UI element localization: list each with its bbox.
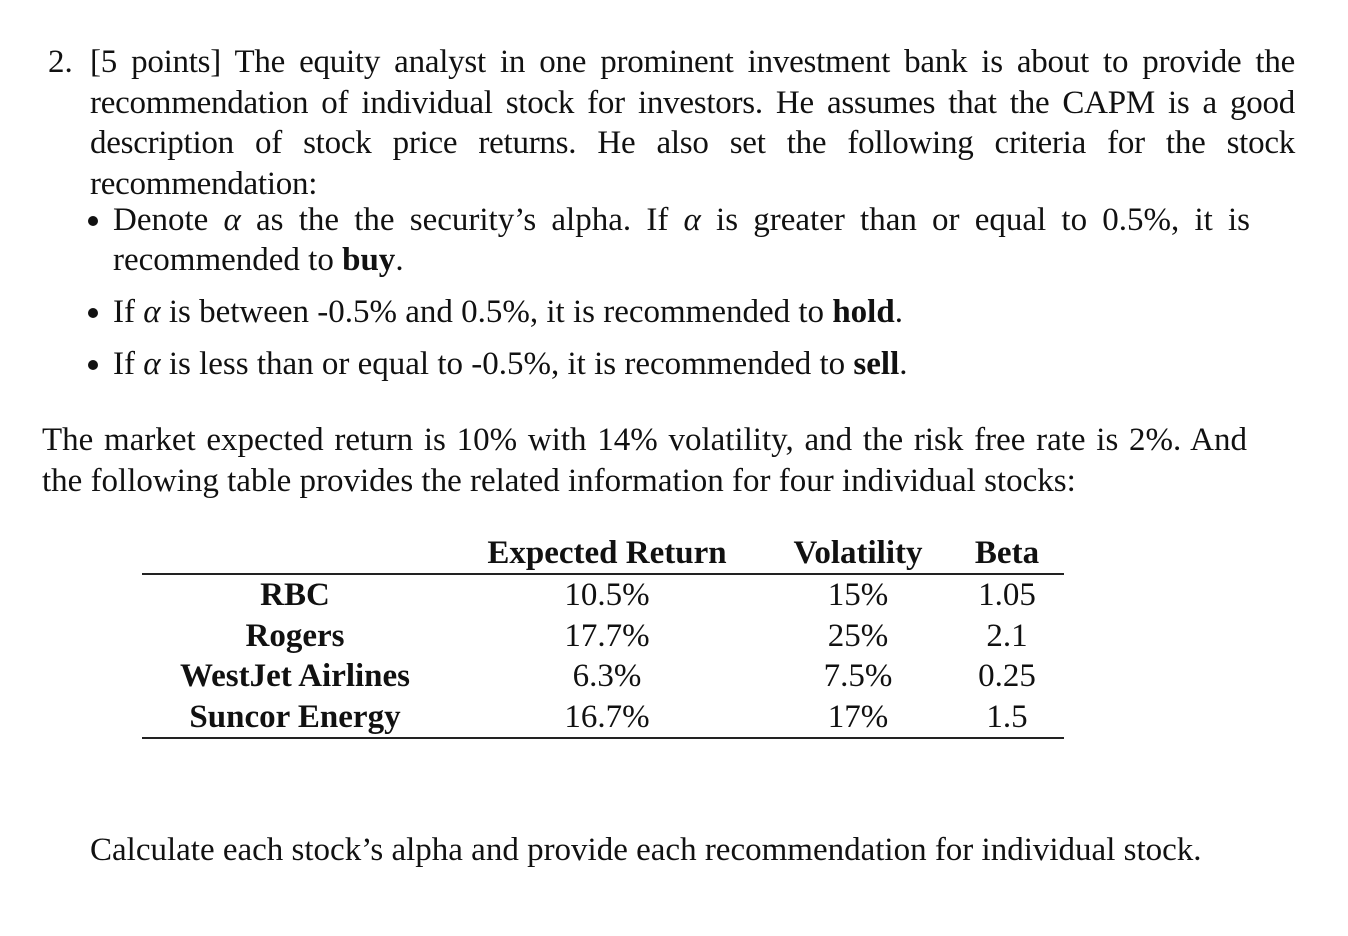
market-info: The market expected return is 10% with 1… xyxy=(42,422,1247,499)
expected-return: 17.7% xyxy=(564,617,650,654)
stock-name: Rogers xyxy=(245,617,345,654)
stock-table-container: Expected Return Volatility Beta RBC 10.5… xyxy=(142,533,1064,739)
criteria-buy: Denote α as the the security’s alpha. If… xyxy=(82,200,1250,280)
problem-intro: [5 points] The equity analyst in one pro… xyxy=(90,42,1295,204)
bullet-icon xyxy=(88,216,98,226)
action-sell: sell xyxy=(853,346,900,382)
criteria-hold: If α is between -0.5% and 0.5%, it is re… xyxy=(82,292,1250,332)
expected-return: 16.7% xyxy=(448,696,766,739)
table-row: Suncor Energy 16.7% 17% 1.5 xyxy=(142,696,1064,739)
problem-2: 2. [5 points] The equity analyst in one … xyxy=(48,42,1298,204)
expected-return: 6.3% xyxy=(572,658,642,694)
stock-name: WestJet Airlines xyxy=(179,658,411,694)
beta: 1.05 xyxy=(978,577,1036,613)
stock-name: RBC xyxy=(260,577,330,613)
header-expected-return: Expected Return xyxy=(448,533,766,575)
points-label: [5 points] xyxy=(90,44,221,80)
bullet-icon xyxy=(88,360,98,370)
problem-number: 2. xyxy=(48,44,73,80)
criteria-list: Denote α as the the security’s alpha. If… xyxy=(82,200,1250,396)
volatility: 15% xyxy=(827,577,889,613)
table-row: Rogers 17.7% 25% 2.1 xyxy=(142,616,1064,657)
volatility: 25% xyxy=(827,617,889,654)
expected-return: 10.5% xyxy=(564,577,650,613)
volatility: 7.5% xyxy=(823,658,893,694)
action-hold: hold xyxy=(832,294,895,330)
intro-text: The equity analyst in one prominent inve… xyxy=(90,44,1295,202)
beta: 2.1 xyxy=(986,617,1028,654)
header-beta: Beta xyxy=(950,533,1064,575)
stock-table: Expected Return Volatility Beta RBC 10.5… xyxy=(142,533,1064,739)
alpha-symbol: α xyxy=(223,202,241,238)
header-volatility: Volatility xyxy=(766,533,950,575)
question-text: Calculate each stock’s alpha and provide… xyxy=(90,832,1202,868)
table-row: WestJet Airlines 6.3% 7.5% 0.25 xyxy=(142,656,1064,697)
alpha-symbol: α xyxy=(143,346,161,382)
bullet-icon xyxy=(88,308,98,318)
alpha-symbol: α xyxy=(143,294,161,330)
volatility: 17% xyxy=(766,696,950,739)
action-buy: buy xyxy=(342,242,396,278)
beta: 0.25 xyxy=(978,658,1036,694)
alpha-symbol: α xyxy=(683,202,701,238)
table-header-row: Expected Return Volatility Beta xyxy=(142,533,1064,575)
criteria-sell: If α is less than or equal to -0.5%, it … xyxy=(82,344,1250,384)
stock-name: Suncor Energy xyxy=(142,696,448,739)
table-row: RBC 10.5% 15% 1.05 xyxy=(142,574,1064,616)
header-stock xyxy=(142,533,448,575)
beta: 1.5 xyxy=(950,696,1064,739)
